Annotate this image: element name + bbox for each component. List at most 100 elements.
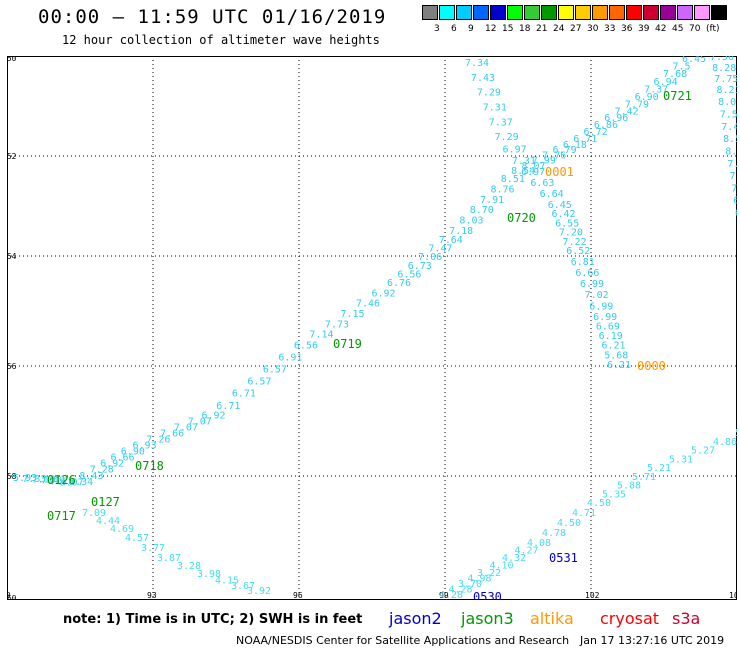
swh-value: 4.69	[110, 524, 134, 535]
time-label: 0720	[507, 211, 536, 225]
swh-value: 3.22	[477, 568, 501, 579]
legend-swatch	[626, 5, 642, 20]
legend-label: (ft)	[706, 24, 720, 34]
y-tick-label: -52	[7, 152, 17, 161]
swh-value: 8.01	[718, 97, 737, 108]
legend-swatch	[456, 5, 472, 20]
legend-swatch	[609, 5, 625, 20]
legend-label: 39	[638, 24, 650, 34]
swh-value: 7.5	[673, 62, 691, 73]
swh-value: 3.70	[458, 579, 482, 590]
swh-value: 6.90	[635, 92, 659, 103]
time-label: 0717	[47, 509, 76, 523]
swh-value: 6.94	[654, 77, 678, 88]
satellite-cryosat: cryosat	[600, 609, 660, 628]
time-label: 0001	[545, 165, 574, 179]
swh-value: 6.96	[604, 113, 628, 124]
legend-label: 42	[655, 24, 667, 34]
swh-value: 6.66	[110, 453, 134, 464]
swh-value: 6.92	[371, 288, 395, 299]
swh-value: 7.5	[727, 159, 737, 170]
swh-value: 5.21	[647, 463, 671, 474]
swh-value: 7.43	[471, 73, 495, 84]
legend-swatch	[694, 5, 710, 20]
swh-value: 7.4	[721, 122, 737, 133]
swh-value: 6.99	[589, 301, 613, 312]
swh-value: 7.76	[542, 150, 566, 161]
x-tick-label: 102	[585, 591, 600, 600]
swh-value: 6.45	[682, 56, 706, 65]
time-label: 0531	[549, 551, 578, 565]
legend-label: 3	[434, 24, 440, 34]
y-tick-label: -54	[7, 252, 17, 261]
legend-swatch	[711, 5, 727, 20]
x-tick-label: 99	[439, 591, 449, 600]
swh-value: 6.71	[573, 134, 597, 145]
swh-value: 5.68	[604, 350, 628, 361]
swh-value: 6.45	[548, 200, 572, 211]
swh-value: 4.78	[542, 528, 566, 539]
timestamp-text: Jan 17 13:27:16 UTC 2019	[580, 634, 725, 647]
swh-value: 4.44	[96, 516, 120, 527]
swh-value: 7.75	[714, 74, 737, 85]
swh-value: 7.06	[418, 252, 442, 263]
swh-value: 3.77	[141, 543, 165, 554]
swh-value: 6.71	[232, 389, 256, 400]
legend-swatch	[575, 5, 591, 20]
swh-value: 5.27	[691, 446, 715, 457]
swh-value: 5.35	[602, 489, 626, 500]
swh-value: 7.29	[495, 132, 519, 143]
swh-value: 6.56	[397, 269, 421, 280]
swh-value: 3.92	[247, 586, 271, 597]
swh-value: 6.19	[599, 331, 623, 342]
swh-value: 7.15	[340, 309, 364, 320]
swh-value: 7.29	[477, 88, 501, 99]
swh-value: 6.90	[121, 447, 145, 458]
swh-value: 7.20	[559, 228, 583, 239]
swh-value: 6.93	[133, 441, 157, 452]
legend-label: 45	[672, 24, 684, 34]
swh-value: 7.22	[563, 237, 587, 248]
legend-swatch	[541, 5, 557, 20]
swh-value: 7.31	[512, 156, 536, 167]
swh-value: 4.15	[215, 576, 239, 587]
swh-value: 6.18	[563, 140, 587, 151]
swh-value: 6.73	[408, 261, 432, 272]
legend-swatch	[507, 5, 523, 20]
swh-value: 7.56	[710, 56, 734, 63]
swh-value: 3.98	[197, 569, 221, 580]
swh-value: 6.57	[263, 365, 287, 376]
swh-value: 8.07	[60, 477, 84, 488]
swh-value: 7.66	[160, 429, 184, 440]
y-tick-label: -50	[7, 56, 17, 63]
legend-label: 27	[570, 24, 582, 34]
legend-swatch	[592, 5, 608, 20]
footer-note: note: 1) Time is in UTC; 2) SWH is in fe…	[63, 612, 363, 627]
swh-value: 8.5	[723, 134, 737, 145]
swh-value: 4.57	[125, 533, 149, 544]
swh-value: 8.07	[521, 161, 545, 172]
map-plot[interactable]: -50-52-54-56-58-60909396991021057.347.43…	[7, 56, 737, 600]
swh-value: 4.10	[490, 561, 514, 572]
swh-value: 7.37	[644, 84, 668, 95]
credit-text: NOAA/NESDIS Center for Satellite Applica…	[236, 634, 570, 647]
swh-value: 4.28	[439, 590, 463, 600]
swh-value: 6.92	[201, 410, 225, 421]
swh-value: 6.69	[596, 321, 620, 332]
x-tick-label: 93	[147, 591, 157, 600]
page-subtitle: 12 hour collection of altimeter wave hei…	[62, 33, 380, 47]
swh-value: 5.93	[13, 473, 37, 484]
swh-value: 6.64	[540, 189, 564, 200]
satellite-jason2: jason2	[389, 609, 442, 628]
swh-value: 7.99	[532, 156, 556, 167]
time-label: 0000	[637, 359, 666, 373]
swh-value: 8.76	[490, 185, 514, 196]
swh-value: 6.21	[601, 341, 625, 352]
swh-value: 3.87	[157, 553, 181, 564]
swh-value: 6.97	[503, 145, 527, 156]
swh-value: 6.76	[387, 278, 411, 289]
legend-swatch	[677, 5, 693, 20]
legend-label: 21	[536, 24, 548, 34]
legend-label: 6	[451, 24, 457, 34]
swh-value: 7.02	[585, 290, 609, 301]
